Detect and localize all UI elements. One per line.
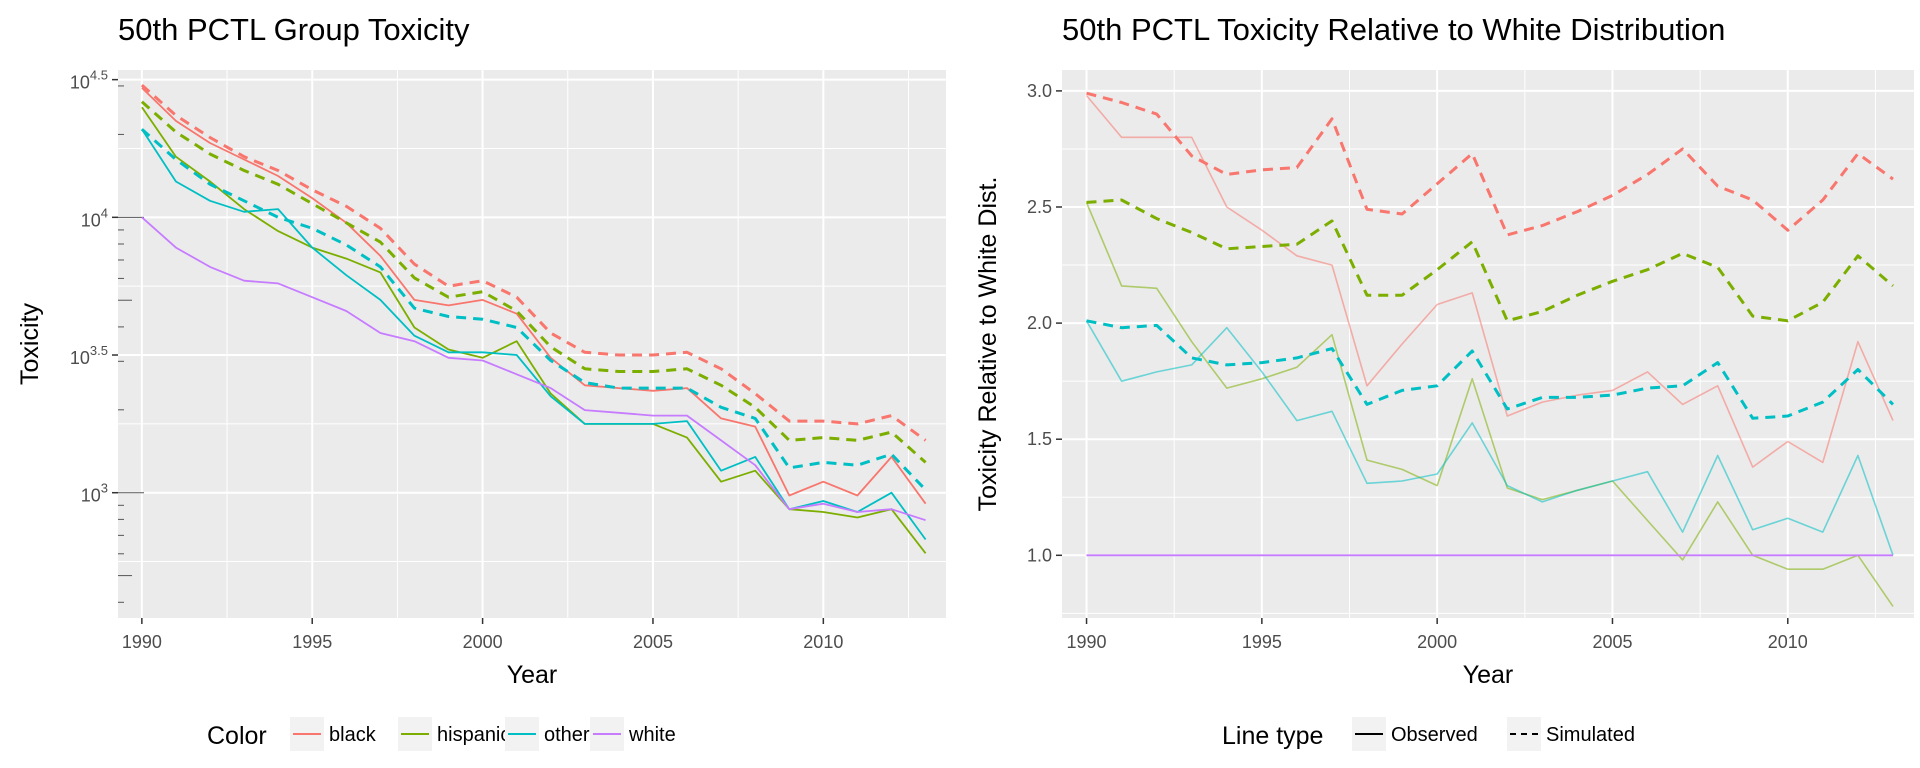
right-chart: 50th PCTL Toxicity Relative to White Dis… <box>974 12 1914 689</box>
right-x-tick-label: 2005 <box>1592 632 1632 652</box>
right-x-tick-label: 2010 <box>1768 632 1808 652</box>
left-x-tick-label: 2005 <box>633 632 673 652</box>
left-axis-ticks: 1990 1995 2000 2005 2010 103 103.5 104 104.5 <box>70 68 843 652</box>
linetype-legend-label-observed: Observed <box>1391 724 1478 746</box>
series-line-other-simulated <box>140 128 927 491</box>
series-line-other-observed <box>1085 320 1894 556</box>
color-legend-label-white: white <box>628 724 676 746</box>
series-line-white-observed <box>141 216 926 522</box>
left-y-tick-label: 104.5 <box>70 68 108 93</box>
right-y-tick-label: 1.5 <box>1027 429 1052 449</box>
linetype-legend: Line type Observed Simulated <box>1222 717 1635 751</box>
left-chart: 50th PCTL Group Toxicity 1990 1995 2000 200… <box>16 12 946 689</box>
left-y-tick-label: 103.5 <box>70 343 108 368</box>
right-chart-title: 50th PCTL Toxicity Relative to White Dis… <box>1062 12 1725 47</box>
series-line-hispanic-simulated <box>1086 198 1894 323</box>
series-line-hispanic-simulated <box>140 100 927 464</box>
color-legend: Color black hispanic other white <box>207 717 676 751</box>
right-x-tick-label: 1995 <box>1242 632 1282 652</box>
color-legend-title: Color <box>207 722 267 750</box>
right-axis-ticks: 1990 1995 2000 2005 2010 1.0 1.5 2.0 2.5 3.0 <box>1027 81 1808 652</box>
linetype-legend-title: Line type <box>1222 722 1323 750</box>
left-y-axis-title: Toxicity <box>16 303 44 385</box>
color-legend-label-hispanic: hispanic <box>437 724 510 746</box>
left-y-tick-label: 104 <box>81 205 108 230</box>
series-line-hispanic-observed <box>141 106 927 554</box>
right-x-axis-title: Year <box>1463 661 1514 689</box>
series-line-black-simulated <box>1086 91 1894 237</box>
color-legend-label-other: other <box>544 724 590 746</box>
linetype-legend-items: Observed Simulated <box>1352 717 1635 751</box>
left-x-tick-label: 1995 <box>292 632 332 652</box>
series-line-black-observed <box>1085 94 1894 468</box>
right-y-tick-label: 2.0 <box>1027 313 1052 333</box>
series-line-other-simulated <box>1086 319 1895 420</box>
color-legend-label-black: black <box>329 724 377 746</box>
left-x-tick-label: 2000 <box>463 632 503 652</box>
right-x-tick-label: 1990 <box>1067 632 1107 652</box>
left-x-tick-label: 2010 <box>803 632 843 652</box>
left-x-tick-label: 1990 <box>122 632 162 652</box>
linetype-legend-label-simulated: Simulated <box>1546 724 1635 746</box>
right-y-axis-title: Toxicity Relative to White Dist. <box>974 177 1002 512</box>
series-line-hispanic-observed <box>1085 202 1894 607</box>
left-y-tick-label: 103 <box>81 481 108 506</box>
series-line-black-simulated <box>140 83 927 442</box>
left-x-axis-title: Year <box>507 661 558 689</box>
left-gridlines <box>118 70 946 618</box>
right-y-tick-label: 2.5 <box>1027 197 1052 217</box>
right-series-lines <box>1085 91 1895 607</box>
right-x-tick-label: 2000 <box>1417 632 1457 652</box>
left-series-lines <box>140 83 927 554</box>
color-legend-items: black hispanic other white <box>290 717 676 751</box>
right-y-tick-label: 1.0 <box>1027 545 1052 565</box>
series-line-black-observed <box>141 87 927 505</box>
left-chart-title: 50th PCTL Group Toxicity <box>118 12 470 47</box>
right-y-tick-label: 3.0 <box>1027 81 1052 101</box>
left-panel-background <box>118 70 946 618</box>
